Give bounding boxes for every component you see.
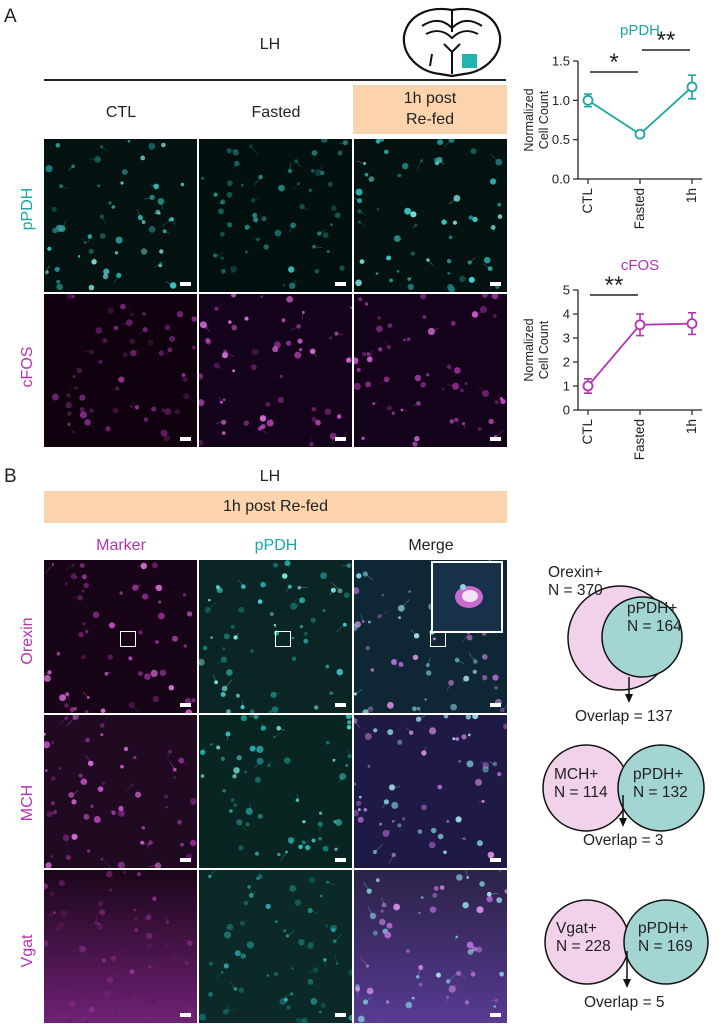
venn-vgat-overlap: Overlap = 5 (584, 994, 665, 1011)
venn-vgat-ppdh-label: pPDH+ N = 169 (638, 920, 693, 955)
x-tick-label: 1h (684, 419, 699, 434)
significance-stars: ** (657, 27, 676, 54)
row-label-ppdh: pPDH (19, 187, 36, 231)
row-label-cfos: cFOS (19, 346, 36, 388)
micrograph-mch-marker (44, 715, 197, 868)
merge-inset-zoom (431, 561, 503, 633)
column-header-ppdh: pPDH (254, 537, 298, 554)
row-label-mch: MCH (19, 784, 36, 822)
cfos-cell-count-chart: cFOS 0 1 2 3 4 5 NormalizedCell Count CTL Fasted 1… (522, 257, 702, 460)
micrograph-cfos-ctl (44, 294, 197, 447)
micrograph-ppdh-ctl (44, 139, 197, 292)
panel-letter-b: B (4, 466, 17, 487)
x-tick-label: CTL (580, 419, 595, 445)
y-tick-label: 5 (563, 283, 570, 298)
venn-mch (542, 744, 705, 832)
micrograph-ppdh-refed (354, 139, 507, 292)
condition-banner: 1h post Re-fed (44, 491, 507, 523)
y-axis-label: NormalizedCell Count (522, 88, 551, 151)
micrograph-vgat-ppdh (199, 870, 352, 1023)
micrograph-cfos-refed (354, 294, 507, 447)
y-tick-label: 2 (563, 355, 570, 370)
x-tick-label: 1h (684, 188, 699, 203)
venn-mch-marker-label: MCH+ N = 114 (554, 766, 608, 801)
y-axis-label: NormalizedCell Count (522, 318, 551, 381)
row-label-orexin: Orexin (19, 617, 36, 665)
venn-mch-ppdh-label: pPDH+ N = 132 (633, 766, 688, 801)
venn-vgat (544, 899, 709, 988)
micrograph-vgat-marker (44, 870, 197, 1023)
chart-title: cFOS (621, 257, 659, 274)
data-point (686, 318, 698, 329)
refed-line-1: 1h post (403, 90, 457, 107)
ppdh-cell-count-chart: pPDH 0.0 0.5 1.0 1.5 NormalizedCell Count CTL F… (522, 22, 702, 229)
micrograph-cfos-fasted (199, 294, 352, 447)
venn-orexin-ppdh-circle (601, 596, 683, 678)
chart-title: pPDH (620, 22, 660, 39)
y-tick-label: 0.5 (552, 132, 570, 147)
significance-stars: * (609, 49, 618, 76)
venn-orexin (567, 585, 683, 703)
venn-vgat-marker-label: Vgat+ N = 228 (556, 920, 611, 955)
venn-orexin-marker-label: Orexin+ N = 370 (548, 564, 603, 599)
y-tick-label: 4 (563, 307, 570, 322)
y-tick-label: 1.5 (552, 54, 570, 69)
venn-mch-overlap: Overlap = 3 (583, 832, 664, 849)
data-point (634, 319, 646, 331)
data-point (634, 128, 646, 140)
venn-mch-ppdh-circle (617, 744, 705, 832)
x-tick-label: Fasted (632, 188, 647, 229)
column-header-merge: Merge (408, 537, 454, 554)
y-tick-label: 1.0 (552, 93, 570, 108)
region-label-a: LH (259, 36, 281, 53)
column-header-ctl: CTL (105, 104, 137, 121)
venn-orexin-ppdh-label: pPDH+ N = 164 (627, 600, 682, 635)
column-header-fasted: Fasted (251, 104, 301, 121)
significance-stars: ** (605, 272, 624, 299)
micrograph-orexin-marker (44, 560, 197, 713)
divider-a (44, 79, 506, 81)
micrograph-mch-merge (354, 715, 507, 868)
series-line (587, 86, 693, 136)
refed-line-2: Re-fed (405, 111, 455, 128)
data-point (582, 94, 594, 106)
x-tick-label: CTL (580, 188, 595, 214)
column-header-marker: Marker (96, 537, 146, 554)
y-tick-label: 0.0 (552, 172, 570, 187)
x-tick-label: Fasted (632, 419, 647, 460)
region-label-b: LH (259, 468, 281, 485)
row-label-vgat: Vgat (19, 934, 36, 968)
coronal-brain-schematic-icon (402, 8, 502, 78)
micrograph-orexin-merge (354, 560, 507, 713)
data-point (686, 81, 698, 93)
column-header-refed: 1h post Re-fed (353, 85, 507, 134)
y-tick-label: 1 (563, 379, 570, 394)
micrograph-mch-ppdh (199, 715, 352, 868)
data-point (582, 380, 594, 392)
venn-vgat-ppdh-circle (623, 899, 709, 985)
y-tick-label: 3 (563, 331, 570, 346)
y-tick-label: 0 (563, 403, 570, 418)
micrograph-orexin-ppdh (199, 560, 352, 713)
micrograph-ppdh-fasted (199, 139, 352, 292)
panel-letter-a: A (4, 6, 17, 27)
venn-orexin-overlap: Overlap = 137 (575, 708, 673, 725)
micrograph-vgat-merge (354, 870, 507, 1023)
